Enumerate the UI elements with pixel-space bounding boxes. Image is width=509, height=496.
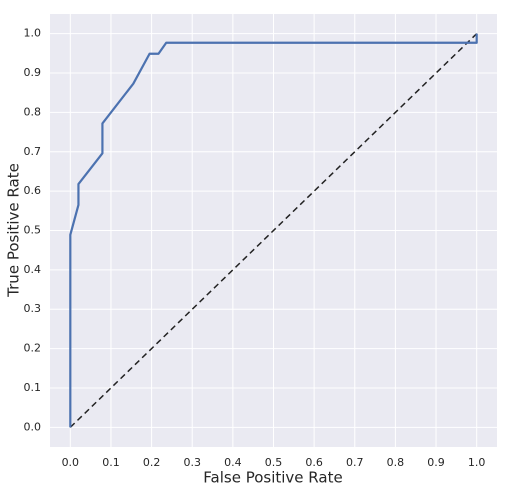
x-tick-label: 0.3 [183,456,201,469]
x-tick-label: 0.6 [305,456,323,469]
y-tick-label: 0.9 [24,66,42,79]
x-tick-label: 1.0 [468,456,486,469]
line-series [69,33,478,428]
y-tick-label: 1.0 [24,27,42,40]
y-tick-label: 0.0 [24,420,42,433]
y-tick-label: 0.4 [24,263,42,276]
x-tick-label: 0.5 [265,456,283,469]
y-tick-label: 0.8 [24,105,42,118]
y-tick-label: 0.3 [24,302,42,315]
line-series [69,33,478,428]
y-axis-label: True Positive Rate [5,163,23,298]
x-tick-label: 0.9 [427,456,445,469]
x-tick-label: 0.4 [224,456,242,469]
y-tick-label: 0.5 [24,224,42,237]
x-tick-label: 0.2 [143,456,161,469]
y-tick-label: 0.6 [24,184,42,197]
x-tick-label: 0.1 [102,456,120,469]
x-tick-label: 0.7 [346,456,364,469]
y-tick-label: 0.7 [24,145,42,158]
x-tick-label: 0.0 [62,456,80,469]
y-tick-label: 0.2 [24,342,42,355]
x-tick-label: 0.8 [387,456,405,469]
x-axis-label: False Positive Rate [203,469,342,487]
y-tick-label: 0.1 [24,381,42,394]
